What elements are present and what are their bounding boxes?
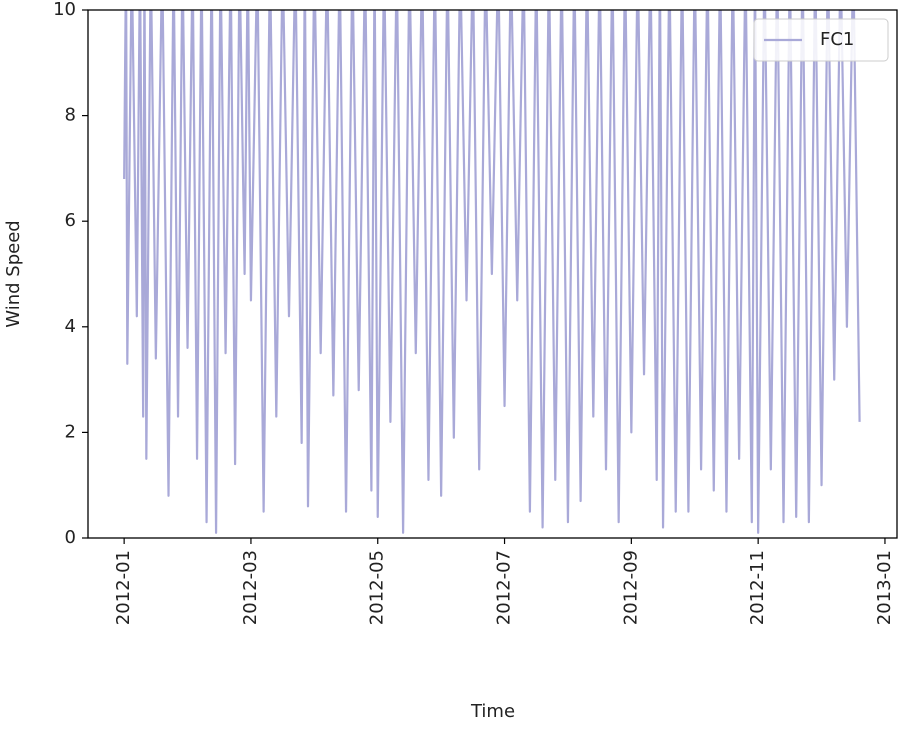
x-tick-label: 2012-05: [367, 550, 388, 625]
y-tick-label: 0: [65, 527, 76, 548]
legend: FC1: [753, 18, 889, 62]
y-tick-label: 10: [53, 0, 76, 20]
x-tick-label: 2012-09: [620, 550, 641, 625]
axes-frame: [87, 9, 898, 539]
y-axis-label: Wind Speed: [3, 220, 24, 327]
x-tick-label: 2012-11: [747, 550, 768, 625]
y-tick-label: 8: [65, 105, 76, 126]
plot-area: [123, 10, 861, 534]
x-tick-label: 2012-01: [113, 550, 134, 625]
x-tick-label: 2012-03: [240, 550, 261, 625]
legend-box: [753, 18, 889, 62]
series-line: [123, 10, 861, 534]
y-tick-label: 4: [65, 316, 76, 337]
legend-label: FC1: [820, 29, 854, 50]
y-tick-label: 2: [65, 421, 76, 442]
x-tick-label: 2012-07: [494, 550, 515, 625]
x-tick-label: 2013-01: [874, 550, 895, 625]
y-tick-label: 6: [65, 210, 76, 231]
x-axis-label: Time: [470, 701, 515, 722]
